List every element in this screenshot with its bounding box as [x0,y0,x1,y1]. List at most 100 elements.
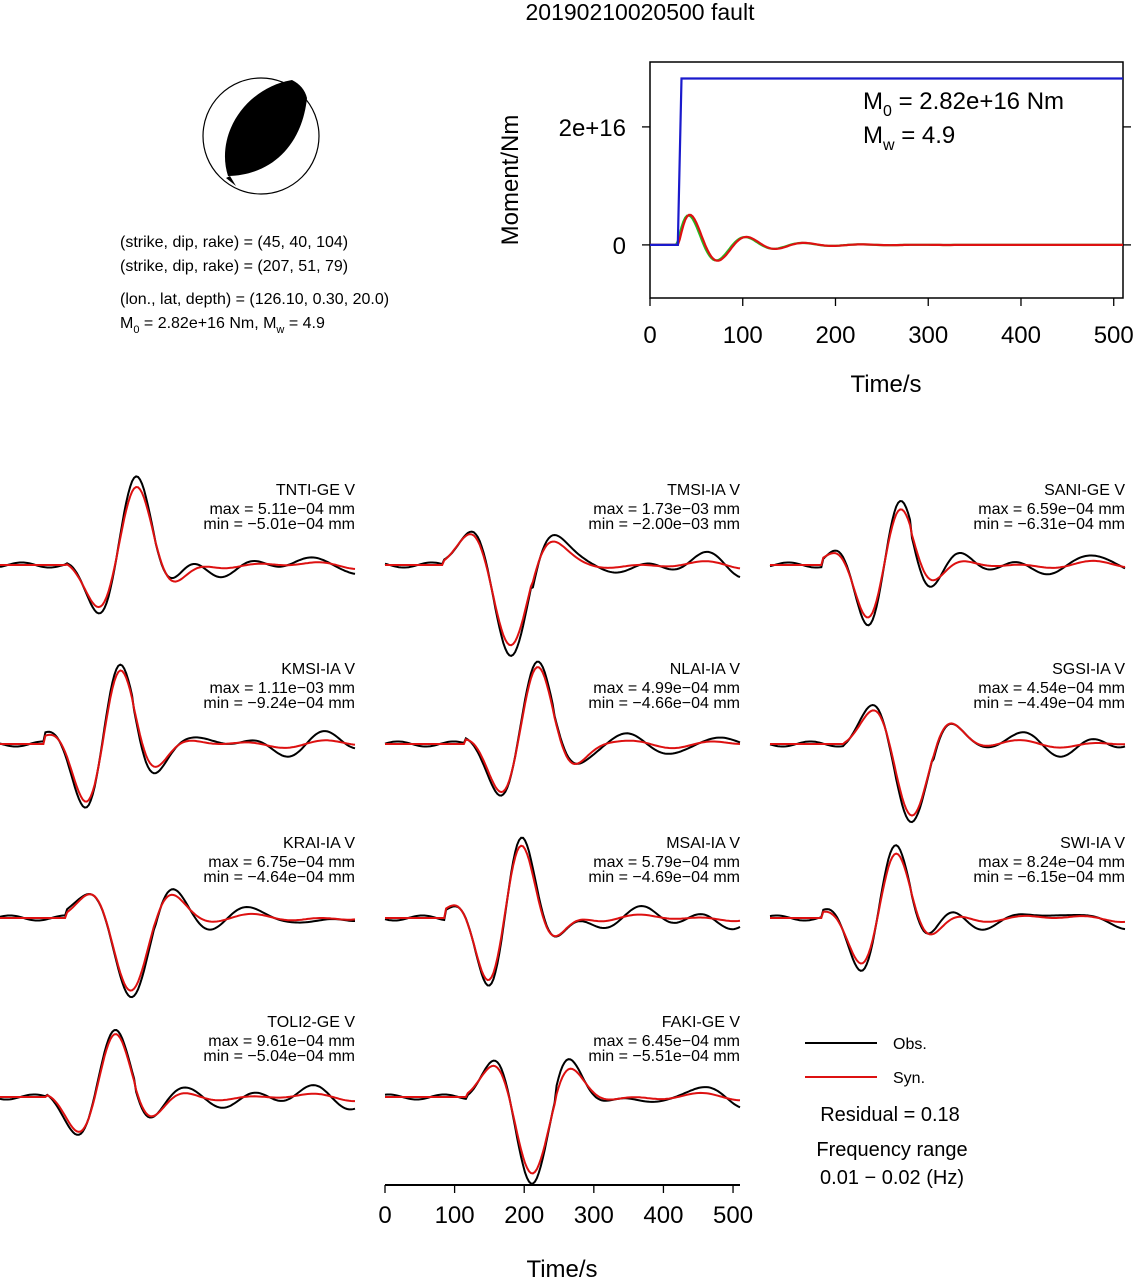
waveform-legend: Obs. Syn. Residual = 0.18 Frequency rang… [805,1036,968,1189]
mechanism-line-2: (strike, dip, rake) = (207, 51, 79) [120,258,348,275]
observed-waveform [384,1058,741,1185]
mw-value-text: = 4.9 [284,315,325,332]
moment-x-tick-label: 500 [1094,322,1134,349]
station-max: max = 1.73e−03 mm [593,501,740,518]
mw-subscript: w [275,324,284,336]
synthetic-waveform [0,893,356,992]
moment-legend-mw-symbol: M [863,122,883,149]
synthetic-waveform [0,1033,355,1133]
moment-legend-m0-sub: 0 [883,103,892,120]
station-name: SWI-IA V [1060,835,1125,852]
observed-waveform [0,475,356,615]
moment-x-tick-label: 100 [723,322,763,349]
moment-rate-green-line [650,214,1123,262]
m0-symbol: M [120,315,133,332]
moment-y-tick-label: 2e+16 [559,115,626,142]
station-max: max = 8.24e−04 mm [978,854,1125,871]
station-min: min = −2.00e−03 mm [588,516,740,533]
moment-legend-mw: Mw = 4.9 [863,122,955,154]
legend-obs-label: Obs. [893,1036,927,1053]
moment-y-tick-label: 0 [613,233,626,260]
observed-waveform [0,1028,356,1136]
moment-legend-mw-sub: w [882,137,895,154]
station-name: TOLI2-GE V [267,1014,355,1031]
station-name: MSAI-IA V [666,835,740,852]
moment-x-tick-label: 300 [908,322,948,349]
synthetic-waveform [385,1064,741,1175]
synthetic-waveform [770,709,1125,817]
mechanism-line-4: M0 = 2.82e+16 Nm, Mw = 4.9 [120,315,325,336]
station-max: max = 6.59e−04 mm [978,501,1125,518]
moment-legend-m0-symbol: M [863,88,883,115]
station-name: TNTI-GE V [276,482,355,499]
station-max: max = 5.79e−04 mm [593,854,740,871]
moment-y-ticks: 0 2e+16 [559,115,650,260]
observed-waveform [769,703,1126,824]
synthetic-waveform [0,485,356,609]
moment-legend-m0-text: = 2.82e+16 Nm [892,88,1064,115]
station-name: KRAI-IA V [283,835,355,852]
station-min: min = −6.31e−04 mm [973,516,1125,533]
station-max: max = 5.11e−04 mm [209,501,355,518]
waveform-time-axis: 0 100 200 300 400 500 [378,1184,753,1229]
moment-rate-red-line [650,213,1123,262]
m0-value-text: = 2.82e+16 Nm, M [139,315,276,332]
waveform-x-tick-label: 300 [574,1202,614,1229]
synthetic-waveform [770,852,1126,965]
m0-subscript: 0 [133,324,139,336]
waveform-x-tick-label: 100 [435,1202,475,1229]
station-max: max = 6.45e−04 mm [593,1033,740,1050]
synthetic-waveform [385,666,741,794]
station-min: min = −4.64e−04 mm [203,869,355,886]
moment-legend-mw-text: = 4.9 [895,122,956,149]
moment-legend-m0: M0 = 2.82e+16 Nm [863,88,1064,120]
synthetic-waveform [385,533,741,647]
moment-x-ticks: 0 100 200 300 400 500 [643,298,1134,349]
frequency-range: 0.01 − 0.02 (Hz) [820,1167,964,1189]
station-min: min = −5.01e−04 mm [203,516,355,533]
cumulative-moment-line [650,77,1123,246]
moment-x-tick-label: 400 [1001,322,1041,349]
mechanism-line-3: (lon., lat, depth) = (126.10, 0.30, 20.0… [120,291,389,308]
observed-waveform [0,888,355,999]
frequency-title: Frequency range [816,1139,967,1161]
station-name: NLAI-IA V [670,661,741,678]
station-min: min = −5.04e−04 mm [203,1048,355,1065]
station-max: max = 9.61e−04 mm [208,1033,355,1050]
synthetic-waveform [385,844,741,982]
moment-x-tick-label: 200 [815,322,855,349]
station-max: max = 4.99e−04 mm [593,680,740,697]
observed-waveform [384,530,741,657]
station-max: max = 1.11e−03 mm [209,680,355,697]
station-name: FAKI-GE V [662,1014,741,1031]
waveform-x-tick-label: 500 [713,1202,753,1229]
station-min: min = −4.49e−04 mm [973,695,1125,712]
moment-x-label: Time/s [850,371,921,398]
station-name: TMSI-IA V [667,482,740,499]
station-max: max = 6.75e−04 mm [208,854,355,871]
figure-title: 20190210020500 fault [526,0,756,25]
station-min: min = −9.24e−04 mm [203,695,355,712]
moment-x-tick-label: 0 [643,322,656,349]
station-max: max = 4.54e−04 mm [978,680,1125,697]
mechanism-line-1: (strike, dip, rake) = (45, 40, 104) [120,234,348,251]
waveform-x-label: Time/s [526,1256,597,1281]
moment-chart: 0 100 200 300 400 500 02e+16 M0 = 2.82e+16 Nm… [497,61,1134,398]
moment-plot-frame [649,61,1124,299]
synthetic-waveform [0,669,356,803]
station-min: min = −4.66e−04 mm [588,695,740,712]
legend-syn-label: Syn. [893,1070,925,1087]
station-min: min = −6.15e−04 mm [973,869,1125,886]
observed-waveform [769,844,1126,972]
